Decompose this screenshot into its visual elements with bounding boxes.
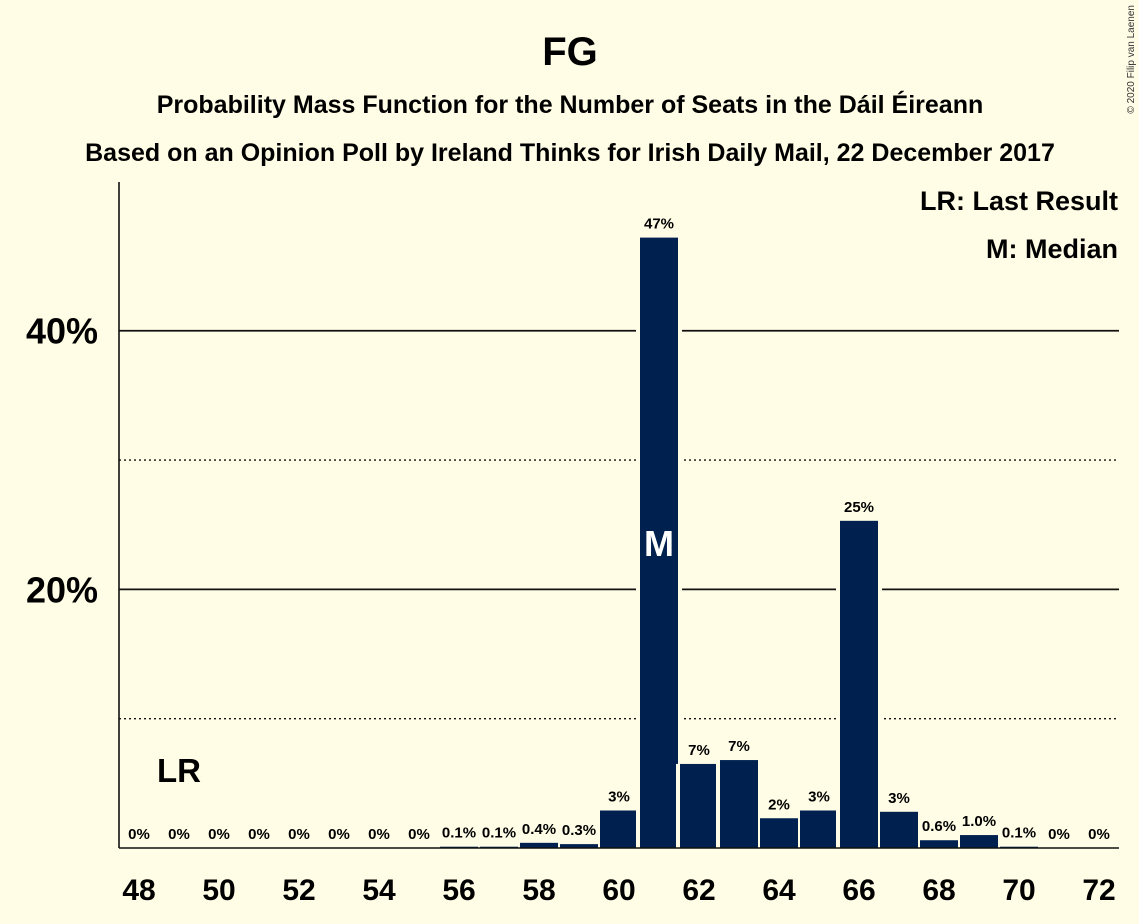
axes: 20% 40% 48 50 52 54 56 58 60 62 64 66 68 70 72 <box>26 182 1119 907</box>
bar <box>800 810 838 848</box>
bar <box>840 520 878 848</box>
bar <box>520 842 558 848</box>
data-label: 0% <box>1048 826 1070 843</box>
bar <box>880 811 918 848</box>
x-tick-label: 48 <box>122 874 155 907</box>
y-tick-label: 40% <box>26 311 98 352</box>
data-label: 0% <box>328 826 350 843</box>
data-label: 3% <box>888 790 910 807</box>
x-tick-label: 52 <box>282 874 315 907</box>
x-tick-label: 56 <box>442 874 475 907</box>
data-label: 0% <box>168 826 190 843</box>
bar <box>960 835 998 848</box>
data-label: 3% <box>808 788 830 805</box>
bar <box>680 763 718 848</box>
y-tick-label: 20% <box>26 569 98 610</box>
data-label: 0% <box>368 826 390 843</box>
data-label: 0.6% <box>922 818 956 835</box>
data-label: 3% <box>608 788 630 805</box>
data-label: 0% <box>128 826 150 843</box>
data-label: 47% <box>644 216 674 233</box>
data-label: 7% <box>728 738 750 755</box>
median-marker: M <box>644 523 674 564</box>
x-tick-label: 64 <box>762 874 796 907</box>
chart-subtitle-2: Based on an Opinion Poll by Ireland Thin… <box>85 139 1055 167</box>
bar <box>760 818 798 848</box>
x-tick-label: 54 <box>362 874 396 907</box>
data-label: 1.0% <box>962 813 996 830</box>
legend-last-result: LR: Last Result <box>920 186 1118 216</box>
data-labels: 0% 0% 0% 0% 0% 0% 0% 0% 0.1% 0.1% 0.4% 0.3% 3% 47% 7% 7… <box>128 216 1110 843</box>
chart-title: FG <box>542 30 598 74</box>
x-tick-label: 70 <box>1002 874 1035 907</box>
x-tick-label: 72 <box>1082 874 1115 907</box>
data-label: 0% <box>288 826 310 843</box>
bars <box>440 237 1038 848</box>
bar <box>640 237 678 848</box>
data-label: 0.1% <box>442 825 476 842</box>
copyright-text: © 2020 Filip van Laenen <box>1126 5 1137 114</box>
data-label: 25% <box>844 499 874 516</box>
data-label: 0.1% <box>482 825 516 842</box>
x-tick-label: 68 <box>922 874 955 907</box>
data-label: 0.3% <box>562 822 596 839</box>
x-tick-label: 62 <box>682 874 715 907</box>
bar <box>560 844 598 848</box>
legend-median: M: Median <box>986 234 1118 264</box>
data-label: 0% <box>408 826 430 843</box>
x-tick-label: 60 <box>602 874 635 907</box>
data-label: 0.1% <box>1002 825 1036 842</box>
grid-lines <box>119 329 1119 720</box>
data-label: 7% <box>688 742 710 759</box>
last-result-marker: LR <box>157 752 201 789</box>
data-label: 0% <box>248 826 270 843</box>
bar <box>600 810 638 848</box>
x-tick-label: 50 <box>202 874 235 907</box>
data-label: 0% <box>208 826 230 843</box>
data-label: 2% <box>768 796 790 813</box>
x-tick-label: 66 <box>842 874 875 907</box>
bar <box>720 760 758 848</box>
chart-subtitle-1: Probability Mass Function for the Number… <box>157 90 984 119</box>
data-label: 0.4% <box>522 821 556 838</box>
x-tick-label: 58 <box>522 874 555 907</box>
data-label: 0% <box>1088 826 1110 843</box>
bar <box>920 840 958 848</box>
